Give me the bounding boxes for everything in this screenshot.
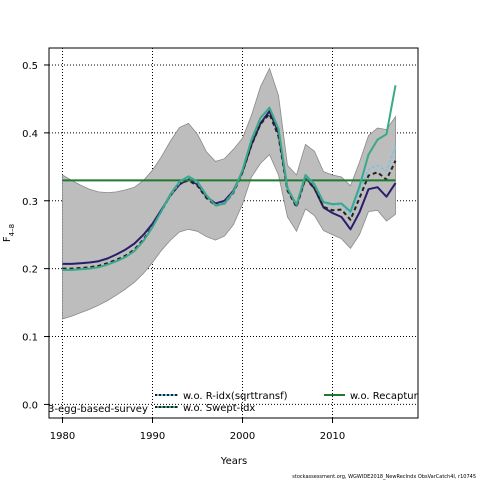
series-line-0 <box>62 110 397 265</box>
footnote: stockassessment.org, WGWIDE2018_NewRecIn… <box>292 474 476 480</box>
y-tick-label: 0.5 <box>22 61 38 72</box>
y-tick-label: 0.3 <box>22 197 38 208</box>
series-lines <box>62 85 397 271</box>
x-tick-label: 2000 <box>230 431 255 442</box>
y-tick-label: 0.1 <box>22 333 38 344</box>
legend: 3-egg-based-survey w.o. R-idx(sqrttransf)… <box>48 391 419 415</box>
x-axis: 1980 1990 2000 2010 <box>50 417 345 442</box>
confidence-band-area <box>62 67 396 320</box>
confidence-band <box>62 67 396 320</box>
legend-label: w.o. Recaptur <box>350 391 419 402</box>
legend-label: w.o. R-idx(sqrttransf) <box>183 391 288 402</box>
y-axis: 0.0 0.1 0.2 0.3 0.4 0.5 <box>22 61 49 411</box>
y-tick-label: 0.4 <box>22 129 38 140</box>
x-tick-label: 2010 <box>320 431 345 442</box>
series-line-4 <box>62 85 397 271</box>
y-tick-label: 0.0 <box>22 400 38 411</box>
x-tick-label: 1980 <box>50 431 75 442</box>
legend-label: w.o. Swept-idx <box>183 403 255 414</box>
y-axis-title-sub: 4–8 <box>8 224 16 236</box>
y-tick-label: 0.2 <box>22 265 38 276</box>
y-axis-title: F4–8 <box>2 224 16 242</box>
legend-label: 3-egg-based-survey <box>48 404 148 415</box>
x-axis-title: Years <box>220 456 247 467</box>
y-axis-title-main: F <box>2 236 13 242</box>
x-tick-label: 1990 <box>140 431 165 442</box>
